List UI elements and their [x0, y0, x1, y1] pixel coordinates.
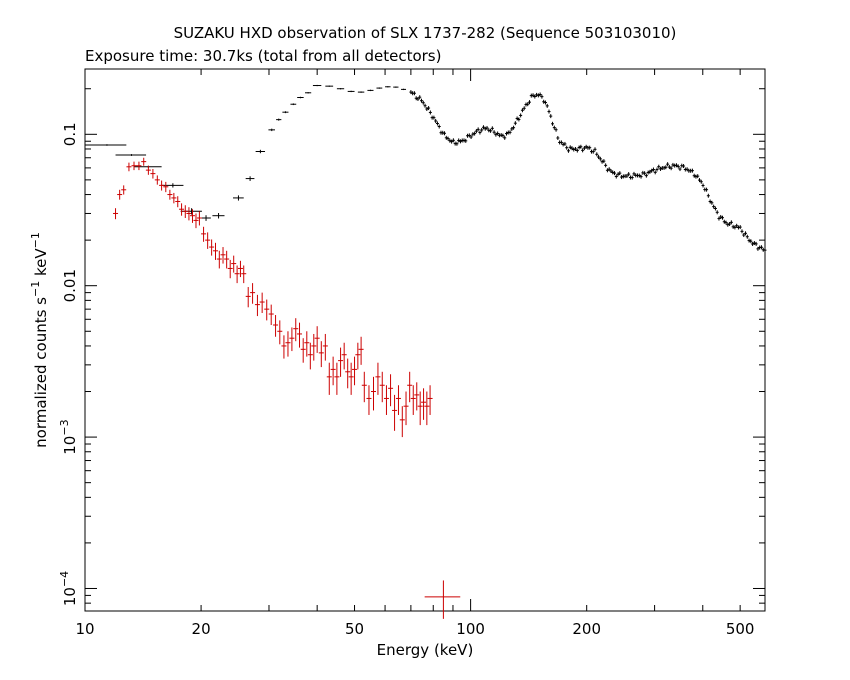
chart-title: SUZAKU HXD observation of SLX 1737-282 (… — [174, 24, 677, 42]
x-tick-label: 200 — [572, 620, 601, 638]
y-tick-label: 10−3 — [58, 419, 79, 454]
y-axis-label-main: normalized counts s — [32, 297, 50, 448]
y-tick-label-exp: −3 — [58, 419, 71, 435]
y-tick-label: 0.1 — [61, 122, 79, 146]
y-tick-label: 0.01 — [61, 269, 79, 302]
plot-frame — [84, 68, 766, 612]
x-tick-label: 500 — [726, 620, 755, 638]
y-tick-label-exp: −4 — [58, 571, 71, 587]
x-tick-label: 10 — [75, 620, 94, 638]
y-axis-label-mid: keV — [32, 248, 50, 281]
series-black — [85, 84, 767, 253]
y-tick-label: 10−4 — [58, 571, 79, 606]
y-axis-label-sup-1: −1 — [29, 281, 42, 297]
x-axis: 10 20 50 100 200 500 — [75, 69, 754, 638]
series-red — [113, 157, 461, 619]
x-tick-label: 20 — [192, 620, 211, 638]
chart-subtitle: Exposure time: 30.7ks (total from all de… — [85, 47, 441, 65]
x-tick-label: 50 — [345, 620, 364, 638]
x-axis-label: Energy (keV) — [377, 641, 474, 659]
y-axis-label: normalized counts s−1 keV−1 — [29, 232, 50, 448]
y-tick-label-base: 10 — [61, 587, 79, 606]
x-tick-label: 100 — [456, 620, 485, 638]
y-axis-label-sup-2: −1 — [29, 232, 42, 248]
y-tick-label-base: 10 — [61, 436, 79, 455]
